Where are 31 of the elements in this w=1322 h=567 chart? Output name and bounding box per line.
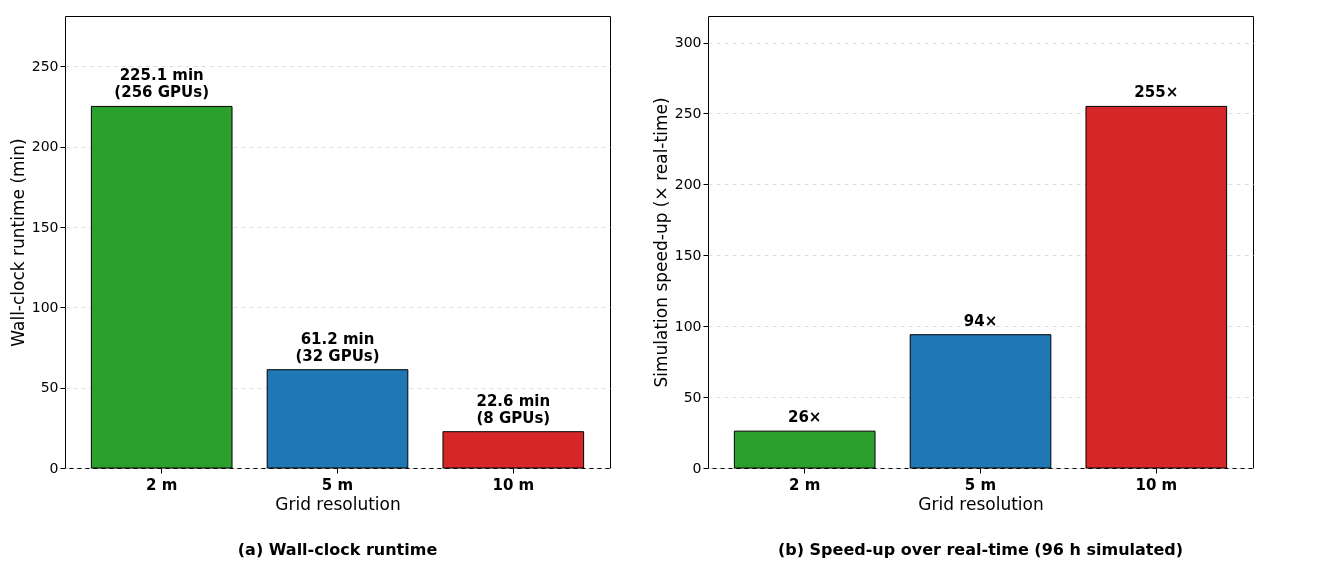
x-tick-label: 10 m xyxy=(492,475,535,494)
y-tick-label: 300 xyxy=(674,34,702,51)
y-tick-label: 50 xyxy=(40,379,59,396)
data-label: 26× xyxy=(787,408,822,427)
y-tick-label: 200 xyxy=(31,138,59,155)
data-label: 225.1 min (256 GPUs) xyxy=(114,66,210,102)
data-label: 94× xyxy=(963,311,998,330)
text: (b) Speed-up over real-time (96 h simulated) xyxy=(777,540,1184,559)
y-tick-label: 50 xyxy=(683,388,702,405)
y-tick-label: 150 xyxy=(674,246,702,263)
y-tick-label: 250 xyxy=(674,104,702,121)
x-tick-label: 2 m xyxy=(789,475,821,494)
x-tick-label: 2 m xyxy=(146,475,178,494)
x-axis-title: Grid resolution xyxy=(275,493,401,514)
x-tick-label: 5 m xyxy=(964,475,997,494)
y-tick-label: 100 xyxy=(674,317,702,334)
y-tick-label: 0 xyxy=(692,459,702,476)
y-axis-title: Wall-clock runtime (min) xyxy=(7,138,28,347)
y-tick-label: 200 xyxy=(674,175,702,192)
x-tick-label: 5 m xyxy=(321,475,354,494)
y-tick-label: 100 xyxy=(31,298,59,315)
x-tick-label: 10 m xyxy=(1135,475,1178,494)
data-label: 61.2 min (32 GPUs) xyxy=(295,329,380,365)
x-axis-title: Grid resolution xyxy=(918,493,1044,514)
data-label: 255× xyxy=(1134,83,1179,102)
y-tick-label: 250 xyxy=(31,57,59,74)
data-label: 22.6 min (8 GPUs) xyxy=(476,391,551,427)
y-tick-label: 0 xyxy=(49,459,59,476)
y-tick-label: 150 xyxy=(31,218,59,235)
y-axis-title: Simulation speed-up (× real-time) xyxy=(650,97,671,388)
text: (a) Wall-clock runtime xyxy=(237,540,438,559)
